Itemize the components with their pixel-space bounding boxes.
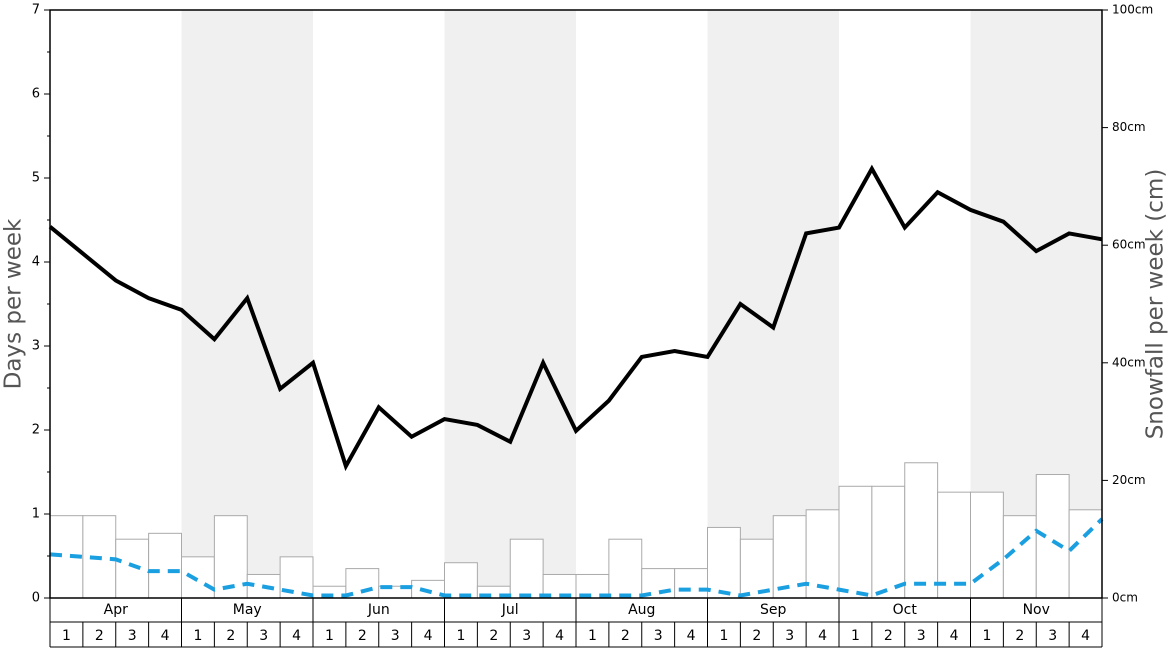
y-tick-label: 4 xyxy=(32,255,40,270)
week-label: 2 xyxy=(884,628,893,644)
week-label: 3 xyxy=(1048,628,1057,644)
month-label: Sep xyxy=(760,602,787,618)
week-label: 4 xyxy=(818,628,827,644)
snowfall-bar xyxy=(1068,509,1103,599)
week-label: 3 xyxy=(522,628,531,644)
y-axis-title: Days per week xyxy=(1,218,27,389)
snowfall-bar xyxy=(115,538,150,599)
week-label: 1 xyxy=(456,628,465,644)
week-label: 1 xyxy=(193,628,202,644)
week-label: 4 xyxy=(687,628,696,644)
y2-tick-label: 0cm xyxy=(1112,591,1138,605)
week-label: 1 xyxy=(62,628,71,644)
snowfall-bar xyxy=(1035,474,1070,599)
y2-tick-label: 80cm xyxy=(1112,120,1146,134)
snowfall-bar xyxy=(444,562,478,599)
week-label: 3 xyxy=(259,628,268,644)
week-label: 4 xyxy=(161,628,170,644)
snowfall-bar xyxy=(739,538,774,599)
snowfall-bar xyxy=(937,491,971,599)
y-tick-label: 7 xyxy=(32,3,40,18)
snowfall-bar xyxy=(904,462,939,599)
dashed-line xyxy=(49,517,1104,598)
week-label: 2 xyxy=(752,628,761,644)
week-label: 2 xyxy=(226,628,235,644)
y-tick-label: 2 xyxy=(32,423,40,438)
line xyxy=(48,164,1103,472)
snowfall-bar xyxy=(509,538,544,599)
week-label: 1 xyxy=(588,628,597,644)
month-label: Jul xyxy=(501,602,519,618)
month-label: Aug xyxy=(628,602,655,618)
snowfall-bar xyxy=(871,485,906,599)
snowfall-bar xyxy=(148,532,182,599)
y2-tick-label: 20cm xyxy=(1112,473,1146,487)
y2-axis-title: Snowfall per week (cm) xyxy=(1143,169,1168,440)
week-label: 2 xyxy=(358,628,367,644)
week-label: 2 xyxy=(489,628,498,644)
month-band xyxy=(707,10,839,598)
week-label: 3 xyxy=(785,628,794,644)
week-label: 3 xyxy=(391,628,400,644)
snowfall-bar xyxy=(608,538,643,599)
y-tick-label: 1 xyxy=(32,507,40,522)
week-label: 3 xyxy=(917,628,926,644)
week-label: 3 xyxy=(654,628,663,644)
week-label: 1 xyxy=(719,628,728,644)
week-label: 4 xyxy=(292,628,301,644)
week-label: 4 xyxy=(424,628,433,644)
month-label: Nov xyxy=(1023,602,1050,618)
y-tick-label: 6 xyxy=(32,87,40,102)
week-label: 1 xyxy=(982,628,991,644)
y-tick-label: 0 xyxy=(32,591,40,606)
month-label: May xyxy=(233,602,262,618)
month-label: Apr xyxy=(104,602,128,618)
month-band xyxy=(181,10,313,598)
month-label: Jun xyxy=(367,602,390,618)
week-label: 4 xyxy=(1081,628,1090,644)
week-label: 4 xyxy=(950,628,959,644)
snowfall-bar xyxy=(181,556,215,599)
y-tick-label: 5 xyxy=(32,171,40,186)
snowfall-bar xyxy=(805,509,840,599)
snowfall-bar xyxy=(838,485,873,599)
y-tick-label: 3 xyxy=(32,339,40,354)
month-band xyxy=(444,10,576,598)
week-label: 2 xyxy=(621,628,630,644)
week-label: 3 xyxy=(128,628,137,644)
week-label: 1 xyxy=(325,628,334,644)
snowfall-bar xyxy=(674,568,708,599)
y2-tick-label: 40cm xyxy=(1112,355,1146,369)
week-label: 2 xyxy=(1015,628,1024,644)
week-label: 4 xyxy=(555,628,564,644)
y2-tick-label: 60cm xyxy=(1112,238,1146,252)
month-label: Oct xyxy=(893,602,918,618)
snowfall-bar xyxy=(707,526,741,599)
week-label: 1 xyxy=(851,628,860,644)
week-label: 2 xyxy=(95,628,104,644)
y2-tick-label: 100cm xyxy=(1112,3,1153,17)
